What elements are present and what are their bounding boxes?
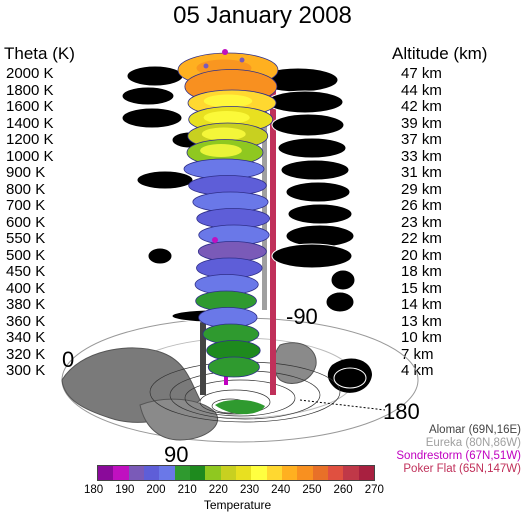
colorbar-swatch	[327, 466, 344, 480]
colorbar-swatch	[343, 466, 359, 480]
chart-title: 05 January 2008	[173, 2, 352, 29]
longitude-label-minus-90: -90	[286, 304, 318, 329]
altitude-label: 39 km	[401, 114, 442, 132]
theta-label: 1600 K	[6, 98, 54, 115]
colorbar-swatch	[358, 466, 374, 480]
vortex-layer	[207, 356, 260, 378]
colorbar-swatch	[266, 466, 282, 480]
colorbar-swatch	[113, 466, 129, 480]
longitude-label-180: 180	[383, 399, 420, 424]
altitude-label: 15 km	[401, 279, 442, 297]
altitude-header: Altitude (km)	[392, 44, 488, 63]
colorbar-ticks: 180 190 200 210 220 230 240 250 260 270	[84, 484, 384, 496]
colorbar-swatch	[281, 466, 298, 480]
legend-alomar: Alomar (69N,16E)	[428, 424, 521, 436]
vortex-stack	[177, 52, 279, 378]
theta-label: 500 K	[6, 246, 46, 264]
colorbar-swatch	[98, 466, 114, 480]
vortex-markers	[203, 49, 245, 243]
longitude-label-90: 90	[164, 442, 189, 467]
legend-eureka: Eureka (80N,86W)	[425, 437, 521, 449]
theta-header: Theta (K)	[4, 44, 75, 63]
vortex-layer-core	[200, 144, 242, 157]
colorbar-tick: 180	[84, 484, 104, 496]
altitude-label: 44 km	[401, 81, 442, 99]
legend-sondrestorm: Sondrestorm (67N,51W)	[396, 450, 521, 462]
longitude-label-0: 0	[62, 347, 75, 372]
altitude-label: 47 km	[401, 65, 442, 82]
theta-label: 300 K	[6, 362, 46, 379]
theta-label: 550 K	[6, 230, 46, 247]
colorbar-label: Temperature	[203, 498, 272, 512]
altitude-label: 7 km	[401, 345, 434, 363]
colorbar-tick: 250	[302, 484, 322, 496]
colorbar-swatch	[159, 466, 175, 480]
station-legend: Alomar (69N,16E) Eureka (80N,86W) Sondre…	[396, 424, 521, 476]
station-column-poker-flat	[270, 65, 276, 395]
altitude-label: 13 km	[401, 312, 442, 330]
theta-label: 600 K	[6, 213, 46, 231]
colorbar-swatch	[143, 466, 160, 480]
legend-poker-flat: Poker Flat (65N,147W)	[403, 463, 521, 475]
vortex-layer-core	[203, 94, 253, 108]
colorbar-tick: 190	[115, 484, 135, 496]
colorbar-swatch	[220, 466, 236, 480]
altitude-scale: 47 km 44 km 42 km 39 km 37 km 33 km 31 k…	[401, 65, 442, 380]
theta-label: 2000 K	[6, 65, 54, 82]
theta-label: 400 K	[6, 279, 46, 297]
theta-label: 1000 K	[6, 147, 54, 165]
altitude-label: 22 km	[401, 230, 442, 247]
colorbar-swatch	[128, 466, 144, 480]
altitude-label: 31 km	[401, 164, 442, 181]
altitude-label: 4 km	[401, 362, 434, 379]
altitude-label: 10 km	[401, 329, 442, 346]
colorbar-tick: 210	[177, 484, 197, 496]
colorbar-swatch	[251, 466, 267, 480]
altitude-label: 37 km	[401, 131, 442, 148]
temperature-colorbar	[97, 465, 375, 481]
theta-label: 320 K	[6, 345, 46, 363]
vortex-layer-core	[203, 111, 250, 124]
theta-label: 1400 K	[6, 114, 54, 132]
altitude-label: 42 km	[401, 98, 442, 115]
theta-label: 360 K	[6, 312, 46, 330]
vortex-layer-core	[201, 127, 246, 141]
station-column-alomar	[200, 320, 206, 395]
colorbar-swatch	[189, 466, 206, 480]
colorbar-swatch	[174, 466, 190, 480]
theta-label: 340 K	[6, 329, 46, 346]
theta-label: 450 K	[6, 263, 46, 280]
altitude-label: 29 km	[401, 180, 442, 198]
colorbar-swatch	[205, 466, 221, 480]
polar-base-map	[61, 317, 419, 443]
colorbar-tick: 220	[208, 484, 228, 496]
theta-label: 380 K	[6, 296, 46, 313]
altitude-label: 33 km	[401, 147, 442, 165]
altitude-label: 26 km	[401, 197, 442, 214]
colorbar-swatch	[312, 466, 328, 480]
theta-label: 1800 K	[6, 81, 54, 99]
colorbar-tick: 200	[146, 484, 166, 496]
theta-scale: 2000 K 1800 K 1600 K 1400 K 1200 K 1000 …	[6, 65, 54, 380]
colorbar-tick: 230	[239, 484, 260, 496]
altitude-label: 14 km	[401, 296, 442, 313]
station-column-eureka	[262, 70, 267, 310]
altitude-label: 20 km	[401, 246, 442, 264]
theta-label: 700 K	[6, 197, 46, 214]
base-temperature-patch	[215, 399, 265, 415]
theta-label: 800 K	[6, 180, 46, 198]
altitude-label: 23 km	[401, 213, 442, 231]
colorbar-swatch	[235, 466, 252, 480]
colorbar-swatch	[297, 466, 313, 480]
vortex-layer-core	[201, 76, 253, 93]
theta-label: 900 K	[6, 164, 46, 181]
theta-label: 1200 K	[6, 131, 54, 148]
colorbar-tick: 240	[271, 484, 291, 496]
altitude-label: 18 km	[401, 263, 442, 280]
colorbar-tick: 260	[333, 484, 353, 496]
colorbar-tick: 270	[364, 484, 384, 496]
